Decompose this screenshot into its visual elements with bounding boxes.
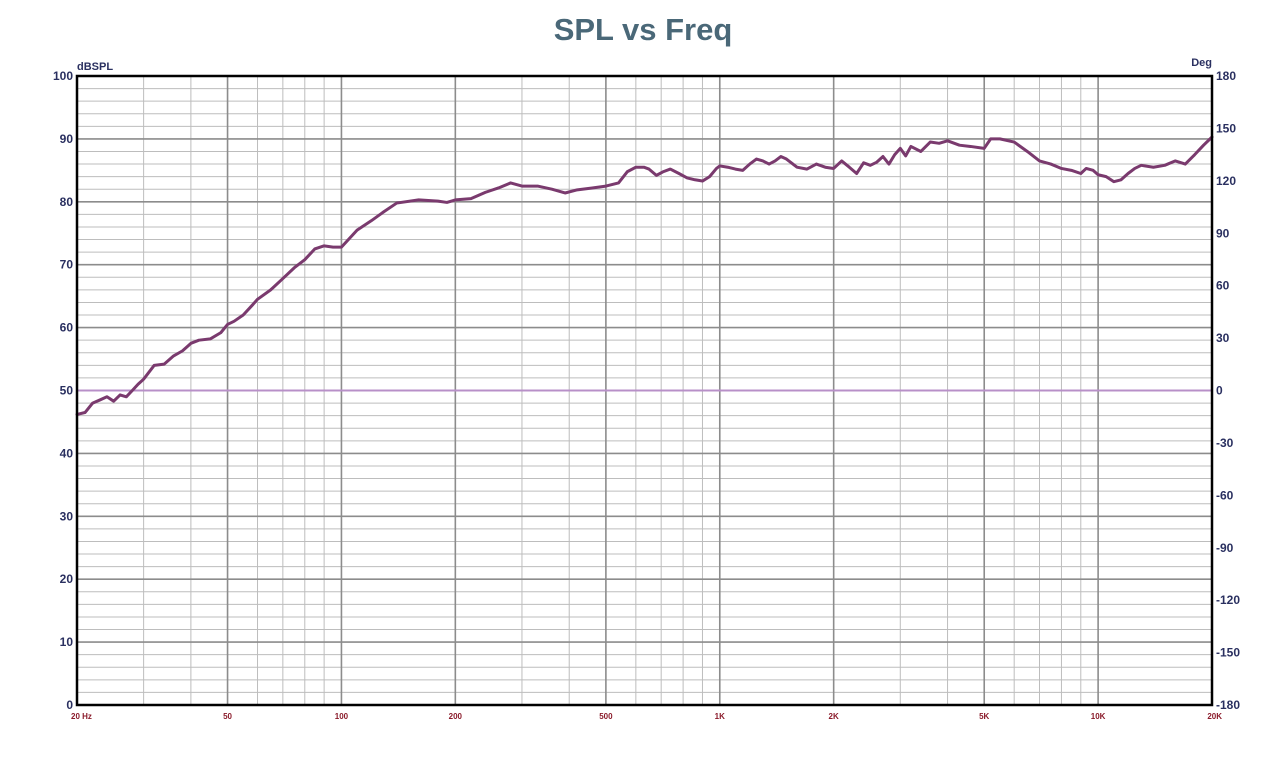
y-tick-left-label: 10 xyxy=(60,635,74,649)
y-tick-left-label: 30 xyxy=(60,509,74,523)
y-tick-right-label: -150 xyxy=(1216,646,1240,660)
x-tick-label: 5K xyxy=(979,712,989,721)
y-tick-left-label: 20 xyxy=(60,572,74,586)
x-tick-label: 20 Hz xyxy=(71,712,92,721)
y-tick-left-label: 90 xyxy=(60,132,74,146)
y-axis-unit-right: Deg xyxy=(1191,57,1212,69)
y-tick-left-label: 80 xyxy=(60,195,74,209)
y-tick-right-label: -60 xyxy=(1216,488,1234,502)
y-tick-right-label: 30 xyxy=(1216,331,1230,345)
y-tick-right-label: 60 xyxy=(1216,279,1230,293)
y-tick-right-label: -90 xyxy=(1216,541,1234,555)
y-tick-left-label: 100 xyxy=(53,69,73,83)
x-ticks: 20 Hz 50 100 200 500 1K 2K 5K 10K 20K xyxy=(71,712,1222,721)
y-tick-right-label: -180 xyxy=(1216,698,1240,712)
x-tick-label: 200 xyxy=(449,712,463,721)
y-tick-right-label: -30 xyxy=(1216,436,1234,450)
spl-line xyxy=(75,135,1214,416)
y-tick-left-label: 40 xyxy=(60,446,74,460)
chart-title: SPL vs Freq xyxy=(553,12,733,47)
y-tick-left-label: 70 xyxy=(60,258,74,272)
x-tick-label: 100 xyxy=(335,712,349,721)
y-tick-left-label: 60 xyxy=(60,321,74,335)
x-tick-label: 2K xyxy=(829,712,839,721)
x-tick-label: 500 xyxy=(599,712,613,721)
y-tick-left-label: 50 xyxy=(60,384,74,398)
y-tick-right-label: 90 xyxy=(1216,226,1230,240)
y-tick-right-label: 180 xyxy=(1216,69,1236,83)
series-group xyxy=(75,135,1214,416)
y-tick-right-label: 150 xyxy=(1216,121,1236,135)
y-tick-left-label: 0 xyxy=(66,698,73,712)
y-tick-right-label: 0 xyxy=(1216,384,1223,398)
y-tick-right-label: -120 xyxy=(1216,593,1240,607)
y-tick-right-label: 120 xyxy=(1216,174,1236,188)
x-tick-label: 1K xyxy=(715,712,725,721)
x-tick-label: 10K xyxy=(1091,712,1106,721)
plot-frame xyxy=(75,74,1214,707)
y-ticks-left: 0 10 20 30 40 50 60 70 80 90 100 xyxy=(53,69,73,712)
x-tick-label: 20K xyxy=(1207,712,1222,721)
x-tick-label: 50 xyxy=(223,712,232,721)
y-axis-unit-left: dBSPL xyxy=(77,61,113,73)
y-ticks-right: -180 -150 -120 -90 -60 -30 0 30 60 90 120 150 180 xyxy=(1216,69,1240,712)
